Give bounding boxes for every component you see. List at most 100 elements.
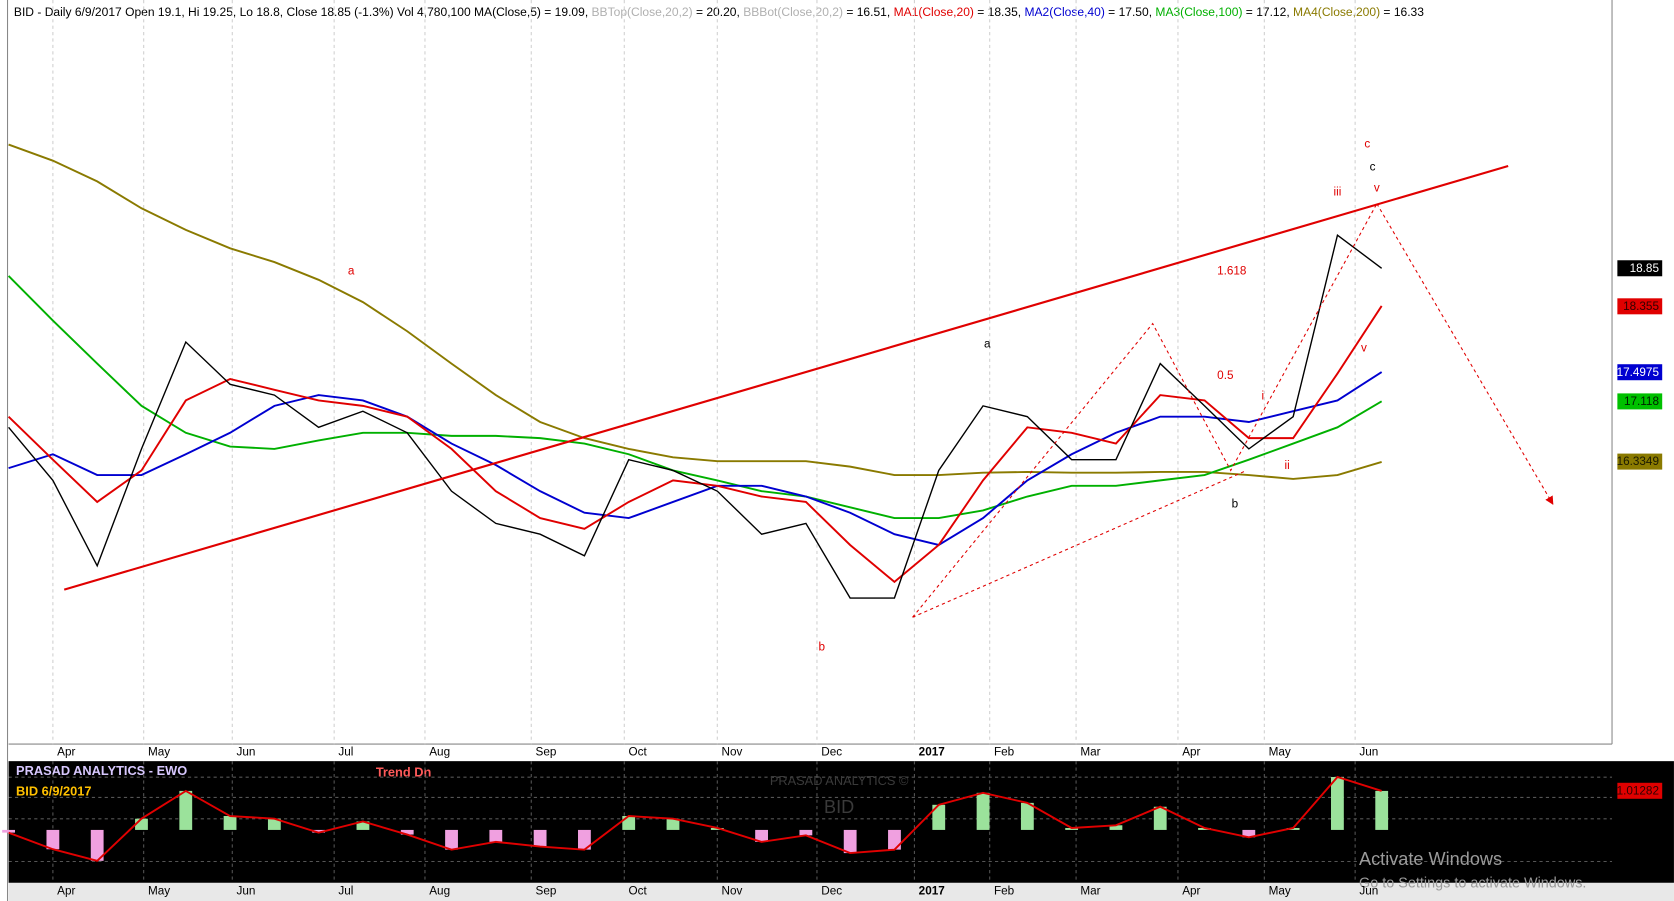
- price-tag: [1617, 453, 1663, 470]
- ewo-bar: [445, 829, 458, 850]
- x-tick-label: Mar: [1080, 746, 1100, 759]
- price-tag: [1617, 393, 1663, 410]
- header-segment: BBBot(Close,20,2): [743, 5, 843, 19]
- x-tick-label: Feb: [994, 746, 1015, 759]
- ewo-signal-line: [8, 775, 1382, 862]
- ewo-bar: [799, 829, 813, 836]
- price-tag-label: 16.3349: [1617, 455, 1659, 468]
- wave-label: iii: [1333, 185, 1341, 198]
- trend-line: [912, 203, 1378, 618]
- x-tick-label: Apr: [57, 884, 75, 897]
- wave-label: b: [819, 640, 826, 653]
- header-segment: BBTop(Close,20,2): [592, 5, 693, 19]
- price-tag-label: 18.355: [1623, 300, 1659, 313]
- x-tick-label: Jul: [338, 884, 353, 897]
- price-line: [7, 305, 1383, 584]
- ewo-bar: [1375, 790, 1389, 830]
- ewo-bar: [179, 790, 193, 830]
- x-tick-label: Jun: [1359, 884, 1378, 897]
- ewo-bar: [888, 829, 901, 850]
- price-line: [8, 233, 1383, 599]
- x-tick-label: Jun: [237, 746, 256, 759]
- x-tick-label: Apr: [1182, 884, 1200, 897]
- x-tick-label: 2017: [919, 746, 946, 759]
- ewo-bar: [1153, 806, 1167, 830]
- trend-line: [912, 469, 1247, 618]
- x-tick-label: Apr: [1182, 746, 1200, 759]
- price-tag: [1617, 782, 1663, 799]
- x-tick-label: Dec: [821, 746, 842, 759]
- header-segment: MA2(Close,40): [1024, 5, 1104, 19]
- price-line: [8, 371, 1383, 547]
- x-tick-label: Nov: [722, 746, 743, 759]
- x-tick-label: Jul: [338, 746, 353, 759]
- price-tag: [1617, 260, 1663, 277]
- oscillator-title: PRASAD ANALYTICS - EWO: [16, 763, 187, 778]
- trend-line: [63, 164, 1509, 591]
- header-segment: = 20.20,: [693, 5, 744, 19]
- trend-line: [1376, 203, 1554, 505]
- price-tag-label: 17.4975: [1617, 366, 1660, 379]
- oscillator-grid: [8, 776, 1613, 863]
- ewo-bar: [1020, 802, 1034, 830]
- ewo-bar: [46, 829, 60, 850]
- x-tick-label: May: [1269, 884, 1291, 897]
- os-watermark-title: Activate Windows: [1359, 849, 1502, 869]
- price-tag: [1617, 364, 1663, 381]
- wave-label: b: [1232, 497, 1239, 510]
- ewo-bar: [843, 829, 857, 854]
- x-tick-label: Oct: [629, 746, 648, 759]
- x-tick-label: May: [1269, 746, 1291, 759]
- ewo-bar: [312, 829, 326, 833]
- oscillator-axis-strip: [8, 882, 1674, 901]
- x-tick-label: Dec: [821, 884, 842, 897]
- ewo-bar: [755, 829, 768, 842]
- price-tag-label: 1.01282: [1617, 784, 1659, 797]
- x-tick-label: Sep: [536, 746, 557, 759]
- ewo-bar: [223, 816, 237, 830]
- wave-label: c: [1370, 161, 1376, 174]
- ewo-bar: [135, 818, 148, 830]
- ewo-bar: [1242, 829, 1256, 838]
- wave-label: a: [984, 337, 991, 350]
- ewo-bar: [1109, 825, 1123, 830]
- ewo-bar: [578, 829, 591, 850]
- ewo-bar: [267, 818, 281, 830]
- ewo-bar: [1331, 776, 1344, 830]
- ewo-bar: [1065, 827, 1079, 830]
- header-segment: = 17.12,: [1242, 5, 1293, 19]
- oscillator-watermark: BID: [824, 797, 854, 817]
- wave-label: a: [348, 264, 355, 277]
- header-segment: MA3(Close,100): [1155, 5, 1242, 19]
- ewo-bar: [976, 792, 990, 830]
- wave-label: 0.5: [1217, 369, 1234, 382]
- price-tag: [1617, 298, 1663, 315]
- x-tick-label: 2017: [919, 884, 946, 897]
- x-tick-label: Aug: [429, 884, 450, 897]
- x-tick-label: Apr: [57, 746, 75, 759]
- ewo-bar: [2, 829, 15, 833]
- x-tick-label: May: [148, 884, 170, 897]
- ewo-bar: [533, 829, 547, 847]
- header-segment: = 16.33: [1380, 5, 1424, 19]
- ewo-bar: [622, 816, 636, 830]
- header: BID - Daily 6/9/2017 Open 19.1, Hi 19.25…: [14, 5, 1424, 19]
- wave-label: v: [1361, 341, 1367, 354]
- wave-label: v: [1374, 181, 1380, 194]
- ewo-bar: [356, 821, 370, 830]
- x-tick-label: Aug: [429, 746, 450, 759]
- oscillator-watermark: PRASAD ANALYTICS ©: [770, 773, 909, 788]
- oscillator-subtitle: BID 6/9/2017: [16, 784, 91, 799]
- x-tick-label: May: [148, 746, 170, 759]
- header-segment: = 18.35,: [974, 5, 1025, 19]
- ewo-bar: [90, 829, 104, 861]
- wave-label: c: [1364, 138, 1370, 151]
- header-segment: = 17.50,: [1105, 5, 1156, 19]
- x-tick-label: Nov: [722, 884, 743, 897]
- ewo-bar: [932, 804, 946, 830]
- x-tick-label: Sep: [536, 884, 557, 897]
- price-tag-label: 18.85: [1630, 262, 1660, 275]
